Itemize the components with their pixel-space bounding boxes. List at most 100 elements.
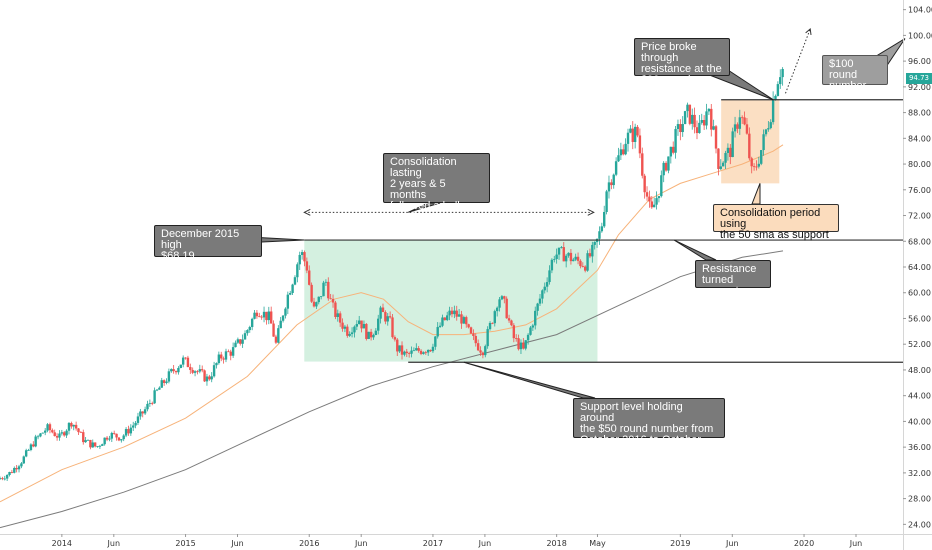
candle-body	[293, 277, 297, 285]
candle-body	[748, 133, 751, 159]
candle-body	[13, 467, 16, 473]
candle-body	[400, 345, 404, 355]
candle-body	[279, 320, 282, 329]
candle-body	[255, 312, 259, 317]
candle-body	[165, 381, 168, 383]
candle-body	[146, 403, 149, 410]
candle-body	[381, 307, 385, 313]
candle-body	[205, 376, 209, 382]
candle-body	[626, 132, 630, 144]
callout-line: $90 round number	[641, 74, 691, 97]
candle-body	[5, 475, 9, 479]
x-tick-label: Jun	[230, 539, 244, 548]
candle-body	[572, 259, 575, 262]
candle-body	[277, 328, 280, 343]
candle-body	[296, 264, 299, 278]
candle-body	[465, 317, 468, 325]
candle-body	[522, 342, 525, 349]
candle-body	[574, 256, 577, 260]
candle-body	[717, 148, 720, 169]
candle-body	[55, 436, 59, 438]
y-tick-label: 96.00	[908, 57, 931, 66]
candle-body	[436, 327, 439, 337]
candle-body	[771, 99, 775, 123]
callout-line: 2 years & 5 months	[390, 178, 446, 201]
candle-body	[486, 329, 489, 347]
candle-body	[603, 211, 606, 227]
candle-body	[234, 342, 237, 348]
candle-body	[108, 438, 111, 440]
candle-body	[721, 162, 725, 167]
candle-body	[707, 108, 711, 112]
candle-body	[58, 433, 61, 438]
candle-body	[134, 422, 137, 426]
candle-body	[652, 204, 656, 208]
candle-body	[476, 343, 480, 351]
y-tick-label: 32.00	[908, 469, 931, 478]
candle-body	[462, 317, 466, 324]
candle-body	[334, 302, 337, 317]
candle-body	[103, 437, 106, 445]
candle-body	[702, 120, 706, 126]
candle-body	[34, 436, 37, 447]
candle-body	[193, 371, 197, 373]
candle-body	[174, 371, 178, 373]
candle-body	[655, 198, 658, 205]
x-tick-label: 2015	[175, 539, 195, 548]
candle-body	[724, 152, 727, 163]
candle-body	[170, 369, 173, 372]
candle-body	[776, 84, 780, 96]
candle-body	[624, 143, 627, 155]
candle-body	[189, 367, 192, 370]
candle-body	[153, 390, 156, 404]
y-tick-label: 48.00	[908, 366, 931, 375]
candle-body	[643, 175, 646, 193]
candle-body	[405, 351, 408, 354]
candle-body	[253, 312, 256, 319]
candle-body	[319, 296, 323, 297]
candle-body	[231, 347, 235, 356]
candle-body	[327, 281, 330, 299]
candle-body	[250, 318, 254, 328]
candle-body	[762, 134, 765, 151]
candle-body	[453, 310, 456, 315]
candle-body	[426, 349, 430, 353]
callout-line: December 2015 high	[161, 228, 240, 251]
candle-body	[227, 351, 230, 353]
candle-body	[384, 312, 387, 322]
candle-body	[224, 351, 228, 360]
callout-line: the $50 round number from	[580, 423, 714, 435]
candle-body	[683, 111, 687, 125]
candle-body	[550, 259, 554, 271]
y-tick-label: 64.00	[908, 263, 931, 272]
candle-body	[312, 301, 316, 307]
callout-pointers-layer	[249, 38, 906, 399]
candle-body	[743, 117, 746, 125]
callout-line: $68.19	[161, 250, 195, 262]
candle-body	[534, 310, 537, 326]
last-price-badge: 94.73	[906, 73, 932, 84]
candle-body	[300, 252, 304, 255]
candle-body	[200, 369, 204, 371]
candle-body	[70, 423, 73, 427]
candle-body	[438, 325, 442, 328]
candle-body	[500, 296, 504, 300]
candle-body	[338, 313, 342, 323]
x-tick-label: Jun	[478, 539, 492, 548]
candle-body	[488, 322, 492, 330]
candle-body	[519, 342, 523, 350]
candle-body	[63, 432, 66, 436]
callout-line: October 2016 to October 2017	[580, 434, 702, 457]
callout-line: resistance at the	[641, 63, 722, 75]
candle-body	[91, 442, 94, 448]
candle-body	[148, 403, 152, 404]
candle-body	[350, 332, 354, 335]
candle-body	[260, 316, 263, 318]
candle-body	[241, 339, 244, 344]
candle-body	[172, 369, 175, 372]
candle-body	[648, 196, 651, 202]
candle-body	[591, 244, 594, 257]
y-tick-label: 24.00	[908, 520, 931, 529]
candle-body	[555, 254, 558, 260]
